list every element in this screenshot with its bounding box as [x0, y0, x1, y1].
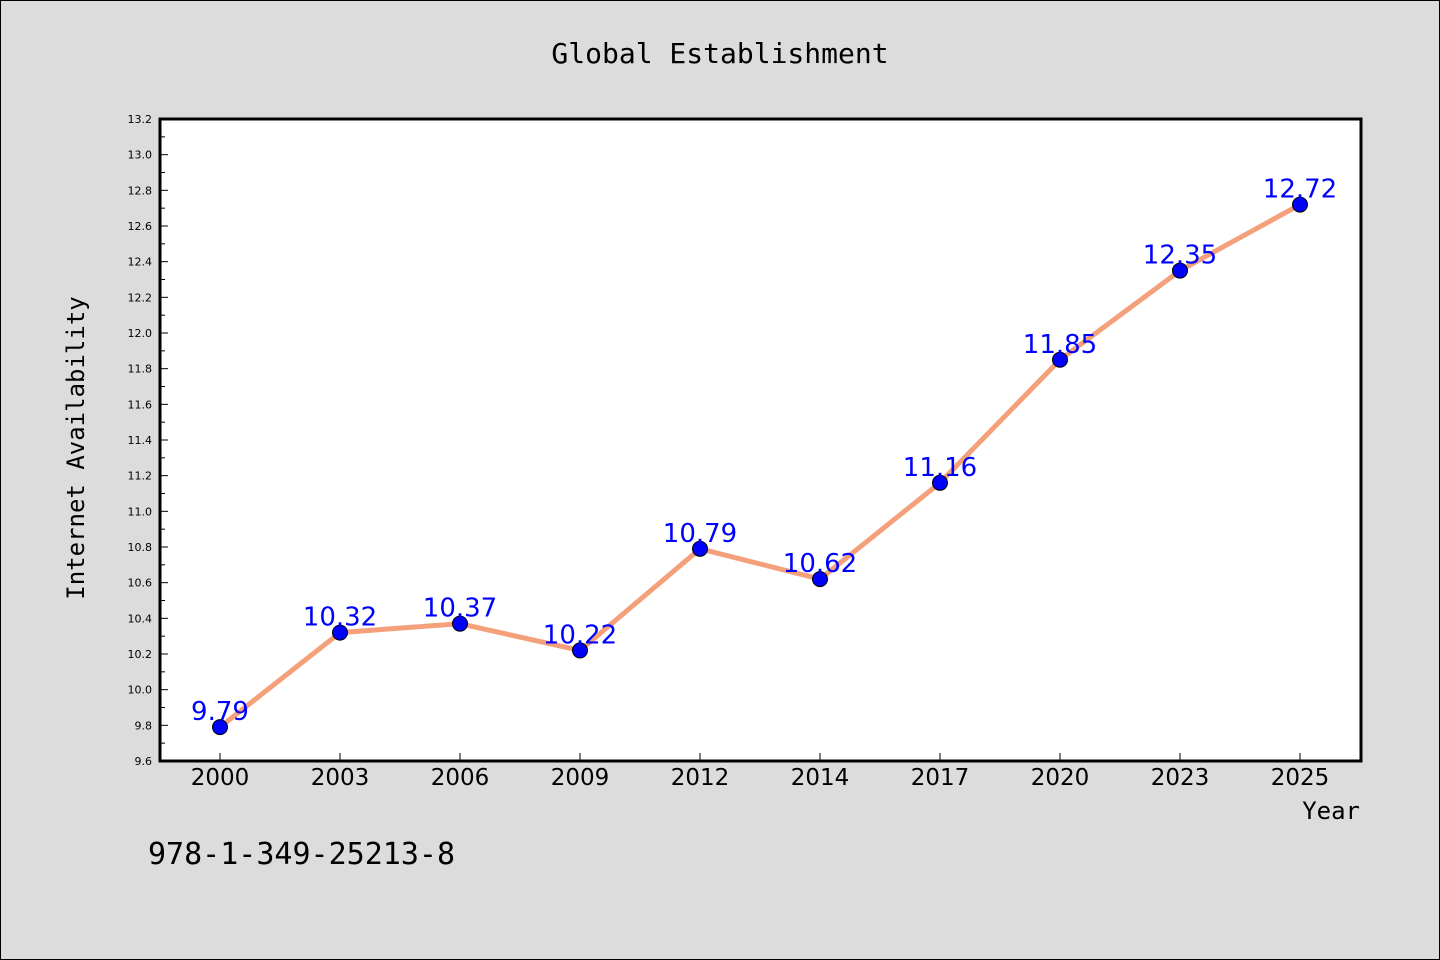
- data-label: 12.35: [1143, 241, 1217, 271]
- x-tick-label: 2020: [1031, 765, 1090, 791]
- data-point: [1052, 351, 1068, 368]
- y-tick-label: 12.6: [128, 220, 153, 233]
- data-point: [1292, 196, 1308, 213]
- data-label: 12.72: [1263, 175, 1337, 205]
- y-tick-label: 12.0: [128, 327, 153, 340]
- y-tick-label: 11.6: [128, 398, 153, 411]
- x-tick-label: 2003: [311, 765, 370, 791]
- x-axis-label: Year: [1302, 797, 1360, 825]
- data-point: [452, 615, 468, 632]
- y-tick-label: 13.0: [128, 149, 153, 162]
- data-point: [932, 474, 948, 491]
- y-tick-label: 12.2: [128, 291, 153, 304]
- y-tick-label: 10.2: [128, 648, 153, 661]
- y-tick-label: 9.6: [135, 755, 153, 768]
- data-label: 10.32: [303, 603, 377, 633]
- x-tick-label: 2000: [191, 765, 250, 791]
- data-label: 10.79: [663, 519, 737, 549]
- y-tick-label: 10.6: [128, 577, 153, 590]
- x-tick-label: 2009: [551, 765, 610, 791]
- y-tick-label: 12.8: [128, 184, 153, 197]
- y-tick-label: 11.4: [128, 434, 153, 447]
- data-labels: 9.79 10.32 10.37 10.22 10.79 10.62 11.16 11.85 1…: [191, 175, 1337, 728]
- plot-frame: [158, 117, 1363, 763]
- y-tick-label: 13.2: [128, 113, 153, 126]
- data-label: 10.22: [543, 620, 617, 650]
- y-tick-label: 9.8: [135, 719, 153, 732]
- data-point: [572, 642, 588, 659]
- chart-title: Global Establishment: [551, 37, 888, 70]
- data-label: 9.79: [191, 697, 249, 727]
- y-tick-label: 10.8: [128, 541, 153, 554]
- isbn-annotation: 978-1-349-25213-8: [148, 837, 455, 872]
- data-point: [1172, 262, 1188, 279]
- y-tick-label: 11.0: [128, 505, 153, 518]
- x-tick-label: 2012: [671, 765, 730, 791]
- x-tick-label: 2014: [791, 765, 850, 791]
- data-label: 11.16: [903, 453, 977, 483]
- y-tick-label: 11.8: [128, 363, 153, 376]
- y-tick-label: 10.4: [128, 612, 153, 625]
- data-point: [332, 624, 348, 641]
- data-point: [212, 719, 228, 736]
- data-series: [212, 196, 1308, 736]
- series-line: [217, 202, 1303, 730]
- x-tick-label: 2006: [431, 765, 490, 791]
- axis-ticks: 9.6 9.8 10.0 10.2 10.4 10.6 10.8 11.0 11.2 11.4 11…: [128, 113, 1330, 791]
- data-label: 10.37: [423, 594, 497, 624]
- data-point: [692, 540, 708, 557]
- x-tick-label: 2017: [911, 765, 970, 791]
- y-tick-label: 12.4: [128, 256, 153, 269]
- y-tick-label: 10.0: [128, 684, 153, 697]
- data-point: [812, 571, 828, 588]
- x-tick-label: 2023: [1151, 765, 1210, 791]
- data-label: 10.62: [783, 549, 857, 579]
- y-tick-label: 11.2: [128, 470, 153, 483]
- plot-area: [160, 119, 1361, 761]
- x-tick-label: 2025: [1271, 765, 1330, 791]
- y-axis-label: Internet Availability: [62, 296, 90, 599]
- data-label: 11.85: [1023, 330, 1097, 360]
